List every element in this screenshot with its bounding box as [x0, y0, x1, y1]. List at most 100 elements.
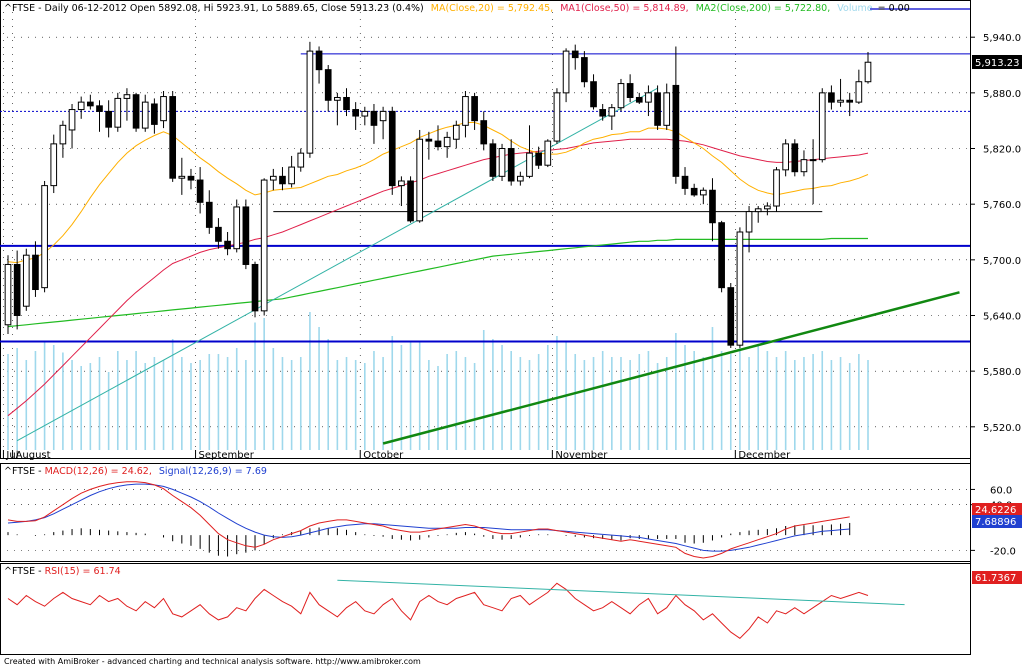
- candle-body: [626, 83, 634, 98]
- candle-body: [123, 94, 131, 99]
- candle-body: [50, 143, 58, 187]
- candle-body: [187, 175, 195, 181]
- volume-legend: Volume: [837, 3, 872, 14]
- macd-value-marker: 24.6226: [972, 503, 1022, 516]
- candle-body: [141, 101, 149, 129]
- candle-body: [645, 92, 652, 103]
- candle-body: [315, 50, 323, 71]
- candle-body: [608, 107, 616, 117]
- macd-histogram: [7, 522, 851, 557]
- candle-body: [635, 96, 643, 103]
- candle-body: [699, 189, 707, 196]
- candle-body: [215, 226, 222, 242]
- candle-body: [68, 109, 76, 131]
- candle-body: [800, 159, 808, 173]
- candle-body: [681, 175, 689, 189]
- price-tick-label: 5,580.0: [983, 367, 1021, 378]
- candle-body: [41, 185, 48, 289]
- candle-body: [77, 101, 85, 111]
- candle-body: [773, 169, 780, 207]
- candle-body: [269, 175, 277, 181]
- candle-body: [96, 105, 103, 112]
- candle-body: [590, 81, 597, 108]
- candle-body: [151, 103, 158, 125]
- candle-body: [828, 92, 835, 103]
- price-tick-label: 5,520.0: [983, 423, 1021, 434]
- candle-body: [59, 124, 67, 145]
- candle-body: [87, 101, 94, 107]
- rsi-header-prefix: ^FTSE -: [4, 566, 45, 577]
- ma50-legend: MA1(Close,50) = 5,814.89,: [560, 3, 688, 14]
- candle-body: [855, 81, 863, 103]
- price-tick-label: 5,700.0: [983, 256, 1021, 267]
- candle-body: [370, 110, 378, 126]
- candle-body: [571, 50, 579, 59]
- price-tick-label: 5,760.0: [983, 200, 1021, 211]
- candle-body: [471, 96, 478, 122]
- last-price-marker: 5,913.23: [972, 55, 1022, 69]
- macd-legend: MACD(12,26) = 24.62,: [45, 466, 152, 477]
- candle-body: [324, 69, 332, 101]
- price-panel-frame: [0, 0, 971, 459]
- price-tick-label: 5,880.0: [983, 89, 1021, 100]
- candle-body: [480, 120, 488, 145]
- candle-body: [334, 96, 341, 101]
- macd-value-label: 24.6226: [975, 505, 1016, 516]
- x-tick-label: September: [199, 450, 255, 461]
- rsi-value-label: 61.7367: [975, 573, 1016, 584]
- price-tick-label: 5,640.0: [983, 311, 1021, 322]
- price-tick-label: 5,820.0: [983, 145, 1021, 156]
- candle-body: [562, 50, 570, 94]
- ma20-legend: MA(Close,20) = 5,792.45,: [431, 3, 553, 14]
- candle-body: [178, 175, 186, 179]
- rsi-legend: RSI(15) = 61.74: [45, 566, 121, 577]
- candle-body: [754, 208, 762, 213]
- price-header: ^FTSE - Daily 06-12-2012 Open 5892.08, H…: [4, 3, 910, 14]
- x-tick-label: Jul: [5, 450, 18, 461]
- candle-body: [425, 138, 433, 142]
- candle-body: [205, 201, 213, 228]
- macd-tick-label: -20.0: [990, 546, 1016, 557]
- candle-body: [462, 96, 469, 126]
- candle-body: [718, 222, 725, 289]
- candle-body: [169, 96, 177, 179]
- candle-body: [379, 110, 387, 122]
- price-gridlines: [0, 12, 970, 458]
- candle-body: [224, 240, 231, 250]
- candle-body: [13, 263, 21, 316]
- macd-lines: [7, 481, 850, 559]
- candle-body: [654, 92, 661, 126]
- rsi-line: [7, 582, 869, 639]
- candle-body: [690, 187, 698, 196]
- candle-body: [4, 263, 12, 326]
- candle-body: [846, 99, 854, 103]
- candle-body: [663, 92, 671, 126]
- candle-body: [727, 287, 735, 346]
- candle-body: [544, 140, 552, 166]
- candle-body: [361, 110, 369, 117]
- volume-bars: [7, 312, 869, 450]
- candle-body: [535, 152, 542, 166]
- macd-header: ^FTSE - MACD(12,26) = 24.62, Signal(12,2…: [4, 466, 267, 477]
- candle-body: [818, 92, 826, 161]
- candle-body: [581, 57, 588, 83]
- signal-legend: Signal(12,26,9) = 7.69: [159, 466, 267, 477]
- candle-body: [599, 109, 607, 117]
- candle-body: [279, 175, 286, 185]
- candle-body: [672, 84, 680, 177]
- candlesticks: [4, 41, 872, 348]
- candle-body: [507, 148, 515, 182]
- candle-body: [407, 180, 414, 222]
- candle-body: [114, 97, 122, 128]
- candle-body: [434, 140, 442, 148]
- x-tick-label: August: [16, 450, 51, 461]
- candle-body: [526, 152, 533, 177]
- rsi-trend-line: [337, 579, 905, 606]
- candle-body: [132, 94, 140, 129]
- candle-body: [709, 189, 716, 224]
- candle-body: [288, 166, 295, 185]
- candle-body: [22, 254, 30, 307]
- candle-body: [782, 143, 789, 171]
